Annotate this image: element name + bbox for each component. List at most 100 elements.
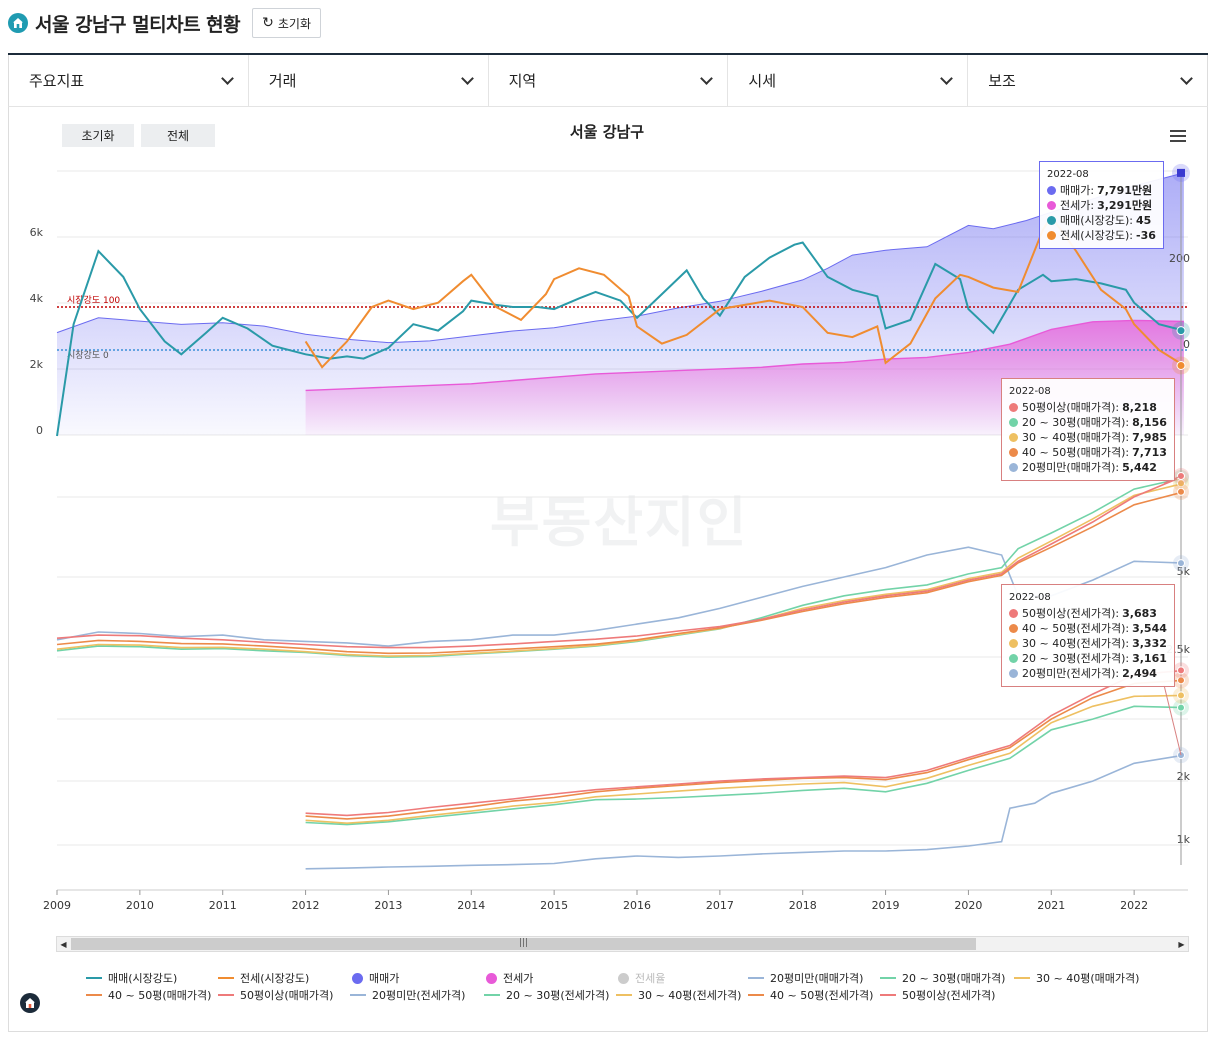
marker-sale-price — [1177, 168, 1185, 177]
legend-item[interactable]: 매매(시장강도) — [86, 970, 218, 986]
tooltip-value: 5,442 — [1122, 461, 1157, 474]
legend-swatch — [748, 977, 764, 979]
tooltip-label: 전세(시장강도): — [1060, 229, 1134, 242]
y-tick-label: 6k — [30, 226, 44, 239]
line-sale-price — [56, 172, 1185, 344]
page-title: 서울 강남구 멀티차트 현황 — [35, 13, 241, 36]
refresh-icon: ↻ — [262, 15, 274, 31]
chart-all-label: 전체 — [166, 129, 190, 143]
right-tick-label: 0 — [1183, 338, 1190, 351]
menu-transactions[interactable]: 거래 — [249, 55, 489, 106]
legend-label: 전세가 — [503, 972, 534, 985]
scroll-right-arrow-icon[interactable]: ▶ — [1178, 939, 1185, 949]
tooltip-row: 전세(시장강도): -36 — [1047, 228, 1156, 243]
chart-all-button[interactable]: 전체 — [141, 124, 215, 147]
tooltip-label: 20평미만(매매가격): — [1022, 461, 1120, 474]
tooltip-row: 전세가: 3,291만원 — [1047, 198, 1156, 213]
menu-hamburger-icon[interactable] — [1170, 130, 1186, 145]
series-dot — [1009, 448, 1018, 457]
chart-legend: 매매(시장강도) 전세(시장강도) 매매가 전세가 전세율 20평미만(매매가격) 20 ~… — [86, 970, 1166, 1004]
x-tick-label: 2011 — [209, 899, 237, 912]
series-dot — [1009, 609, 1018, 618]
tooltip-value: 3,544 — [1132, 622, 1167, 635]
x-tick-label: 2014 — [457, 899, 485, 912]
legend-item[interactable]: 50평이상(매매가격) — [218, 987, 350, 1003]
menu-market-price[interactable]: 시세 — [728, 55, 969, 106]
tooltip-label: 20 ~ 30평(전세가격): — [1022, 652, 1130, 665]
legend-item[interactable]: 매매가 — [350, 970, 484, 986]
series-dot — [1009, 433, 1018, 442]
x-tick-label: 2018 — [789, 899, 817, 912]
tooltip-label: 50평이상(전세가격): — [1022, 607, 1120, 620]
reset-button[interactable]: ↻ 초기화 — [252, 8, 321, 38]
tooltip-date: 2022-08 — [1047, 169, 1089, 180]
tooltip-value: -36 — [1136, 229, 1156, 242]
legend-item[interactable]: 50평이상(전세가격) — [880, 987, 1020, 1003]
marker-sale-strength — [1176, 326, 1186, 336]
tooltip-label: 40 ~ 50평(전세가격): — [1022, 622, 1130, 635]
menu-bar: 주요지표 거래 지역 시세 보조 — [8, 55, 1208, 107]
legend-label: 40 ~ 50평(전세가격) — [770, 989, 874, 1002]
legend-item[interactable]: 20 ~ 30평(전세가격) — [484, 987, 616, 1003]
legend-item[interactable]: 전세율 — [616, 970, 748, 986]
line-jeonse-size-series — [305, 694, 1184, 825]
legend-swatch — [352, 972, 363, 984]
legend-label: 전세(시장강도) — [240, 972, 310, 985]
legend-item[interactable]: 20평미만(전세가격) — [350, 987, 484, 1003]
line-jeonse-size-series — [305, 669, 1184, 817]
legend-item[interactable]: 40 ~ 50평(전세가격) — [748, 987, 880, 1003]
tooltip-date: 2022-08 — [1009, 386, 1051, 397]
ref-label-0: 시장강도 0 — [67, 350, 109, 361]
menu-label: 지역 — [508, 72, 537, 90]
tooltip-row: 40 ~ 50평(매매가격): 7,713 — [1009, 445, 1167, 460]
chart-title: 서울 강남구 — [569, 123, 645, 141]
legend-item[interactable]: 전세(시장강도) — [218, 970, 350, 986]
legend-swatch — [484, 994, 500, 996]
chart-scrollbar[interactable]: ◀ ||| ▶ — [56, 936, 1189, 952]
tooltip-value: 2,494 — [1122, 667, 1157, 680]
marker-jeonse-size — [1177, 676, 1185, 685]
series-dot — [1047, 216, 1056, 225]
series-dot — [1009, 654, 1018, 663]
right-tick-label: 1k — [1177, 833, 1191, 846]
tooltip-label: 20 ~ 30평(매매가격): — [1022, 416, 1130, 429]
scrollbar-thumb[interactable] — [71, 938, 976, 950]
tooltip-middle: 2022-08 50평이상(매매가격): 8,218 20 ~ 30평(매매가격)… — [1001, 378, 1175, 481]
chart-reset-button[interactable]: 초기화 — [62, 124, 134, 147]
legend-item[interactable]: 20평미만(매매가격) — [748, 970, 880, 986]
tooltip-row: 매매가: 7,791만원 — [1047, 183, 1156, 198]
scroll-left-arrow-icon[interactable]: ◀ — [60, 939, 67, 949]
x-tick-label: 2020 — [954, 899, 982, 912]
right-tick-label: 200 — [1169, 252, 1190, 265]
tooltip-label: 30 ~ 40평(전세가격): — [1022, 637, 1130, 650]
marker-sale-size — [1177, 559, 1185, 568]
legend-row: 매매(시장강도) 전세(시장강도) 매매가 전세가 전세율 20평미만(매매가격) 20 ~… — [86, 970, 1166, 986]
marker-jeonse-size — [1177, 703, 1185, 712]
legend-item[interactable]: 20 ~ 30평(매매가격) — [880, 970, 1014, 986]
legend-item[interactable]: 전세가 — [484, 970, 616, 986]
area-jeonse-price — [305, 320, 1184, 435]
legend-item[interactable]: 30 ~ 40평(매매가격) — [1014, 970, 1154, 986]
tooltip-value: 3,291만원 — [1097, 199, 1153, 212]
legend-label: 전세율 — [635, 972, 666, 985]
legend-item[interactable]: 30 ~ 40평(전세가격) — [616, 987, 748, 1003]
home-logo-icon[interactable] — [8, 13, 28, 33]
tooltip-row: 매매(시장강도): 45 — [1047, 213, 1156, 228]
tooltip-connector — [1163, 684, 1182, 756]
x-tick-label: 2010 — [126, 899, 154, 912]
marker-jeonse-strength — [1176, 360, 1186, 370]
menu-auxiliary[interactable]: 보조 — [968, 55, 1207, 106]
menu-region[interactable]: 지역 — [489, 55, 729, 106]
tooltip-row: 20 ~ 30평(매매가격): 8,156 — [1009, 415, 1167, 430]
menu-main-indicators[interactable]: 주요지표 — [9, 55, 249, 106]
series-dot — [1009, 403, 1018, 412]
line-sale-strength — [56, 241, 1185, 437]
series-dot — [1009, 463, 1018, 472]
legend-swatch — [616, 994, 632, 996]
legend-swatch — [748, 994, 764, 996]
legend-item[interactable]: 40 ~ 50평(매매가격) — [86, 987, 218, 1003]
series-dot — [1047, 201, 1056, 210]
ref-label-100: 시장강도 100 — [67, 295, 120, 306]
menu-label: 주요지표 — [29, 72, 85, 90]
